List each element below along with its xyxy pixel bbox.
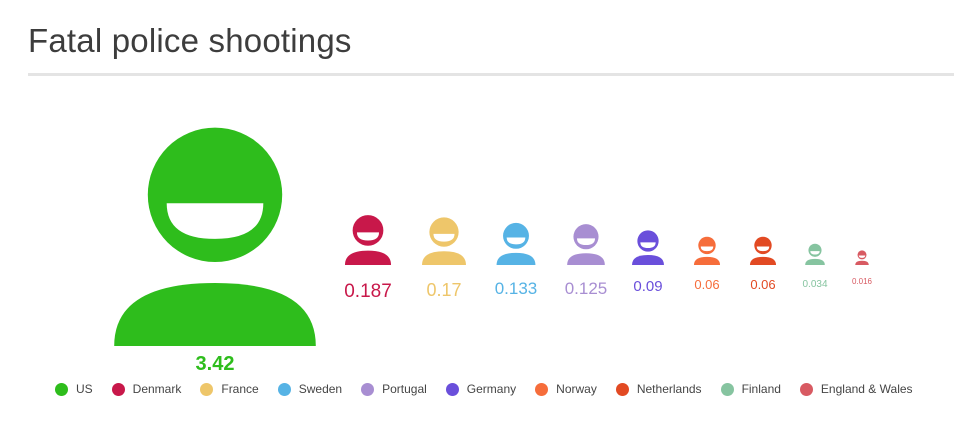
- legend-swatch: [535, 382, 549, 396]
- person-head: [698, 236, 716, 255]
- legend-item-germany: Germany: [445, 382, 517, 396]
- pictogram-england-and-wales: [855, 250, 869, 265]
- person-head: [754, 236, 772, 255]
- value-label-england-and-wales: 0.016: [852, 277, 873, 286]
- pictogram-finland: [805, 243, 825, 265]
- legend-item-norway: Norway: [535, 382, 597, 396]
- legend-swatch: [111, 382, 125, 396]
- person-smile: [640, 242, 656, 249]
- person-smile: [700, 246, 714, 252]
- person-body: [422, 251, 466, 265]
- legend-swatch: [277, 382, 291, 396]
- legend-swatch: [799, 382, 813, 396]
- pictogram-us: [114, 127, 316, 346]
- value-label-sweden: 0.133: [495, 279, 538, 298]
- legend-item-france: France: [200, 382, 259, 396]
- person-head: [573, 224, 599, 250]
- value-label-us: 3.42: [196, 353, 235, 375]
- person-head: [637, 230, 659, 252]
- chart-title: Fatal police shootings: [28, 22, 352, 59]
- person-smile: [166, 203, 264, 239]
- person-smile: [756, 246, 770, 252]
- legend-swatch: [445, 382, 459, 396]
- value-label-denmark: 0.187: [344, 281, 392, 302]
- person-body: [567, 253, 605, 265]
- person-head: [429, 217, 459, 247]
- legend-item-portugal: Portugal: [361, 382, 427, 396]
- value-label-portugal: 0.125: [565, 279, 608, 298]
- legend-swatch: [200, 382, 214, 396]
- legend-label: Germany: [466, 382, 517, 396]
- person-smile: [356, 232, 380, 241]
- person-body: [805, 258, 825, 265]
- legend-swatch: [361, 382, 375, 396]
- pictogram-denmark: [344, 215, 392, 265]
- legend-swatch: [720, 382, 734, 396]
- legend-label: France: [221, 382, 259, 396]
- title-divider: [28, 73, 954, 76]
- legend-label: Norway: [556, 382, 597, 396]
- legend-item-denmark: Denmark: [111, 382, 182, 396]
- value-label-norway: 0.06: [694, 277, 719, 292]
- legend-label: Portugal: [382, 382, 427, 396]
- person-head: [857, 250, 867, 260]
- pictogram-netherlands: [749, 236, 777, 265]
- value-label-germany: 0.09: [633, 278, 662, 295]
- person-smile: [858, 255, 866, 258]
- person-body: [344, 250, 392, 265]
- value-label-netherlands: 0.06: [750, 277, 775, 292]
- person-body: [632, 255, 664, 265]
- person-smile: [576, 238, 596, 245]
- legend-swatch: [55, 382, 68, 396]
- value-label-finland: 0.034: [802, 279, 827, 290]
- pictogram-sweden: [496, 222, 536, 265]
- person-smile: [810, 251, 820, 255]
- legend-item-us: US: [55, 382, 93, 396]
- person-body: [496, 252, 536, 265]
- legend-label: England & Wales: [820, 382, 913, 396]
- pictogram-norway: [693, 236, 721, 265]
- person-head: [352, 215, 384, 246]
- person-body: [855, 260, 869, 265]
- legend-swatch: [615, 382, 629, 396]
- value-label-france: 0.17: [426, 280, 461, 300]
- legend-item-netherlands: Netherlands: [615, 382, 702, 396]
- person-head: [808, 243, 822, 257]
- legend-item-england-and-wales: England & Wales: [799, 382, 913, 396]
- person-head: [503, 222, 529, 249]
- person-head: [147, 127, 283, 262]
- person-body: [114, 283, 316, 346]
- pictogram-france: [422, 217, 466, 265]
- person-body: [749, 256, 777, 265]
- legend-item-sweden: Sweden: [277, 382, 343, 396]
- legend-item-finland: Finland: [720, 382, 781, 396]
- legend-label: Finland: [741, 382, 781, 396]
- legend-label: Denmark: [132, 382, 182, 396]
- chart-legend: US Denmark France Sweden Portugal Germany Norw…: [55, 382, 932, 396]
- pictogram-germany: [632, 230, 664, 265]
- legend-label: Netherlands: [636, 382, 702, 396]
- legend-label: Sweden: [298, 382, 343, 396]
- person-smile: [433, 233, 455, 242]
- pictogram-portugal: [567, 224, 605, 265]
- person-smile: [506, 237, 526, 245]
- person-body: [693, 256, 721, 265]
- legend-label: US: [76, 382, 93, 396]
- pictograph-chart: 3.42 0.187 0.17 0.133 0.125 0.09 0.06 0.06 0.034…: [114, 127, 873, 375]
